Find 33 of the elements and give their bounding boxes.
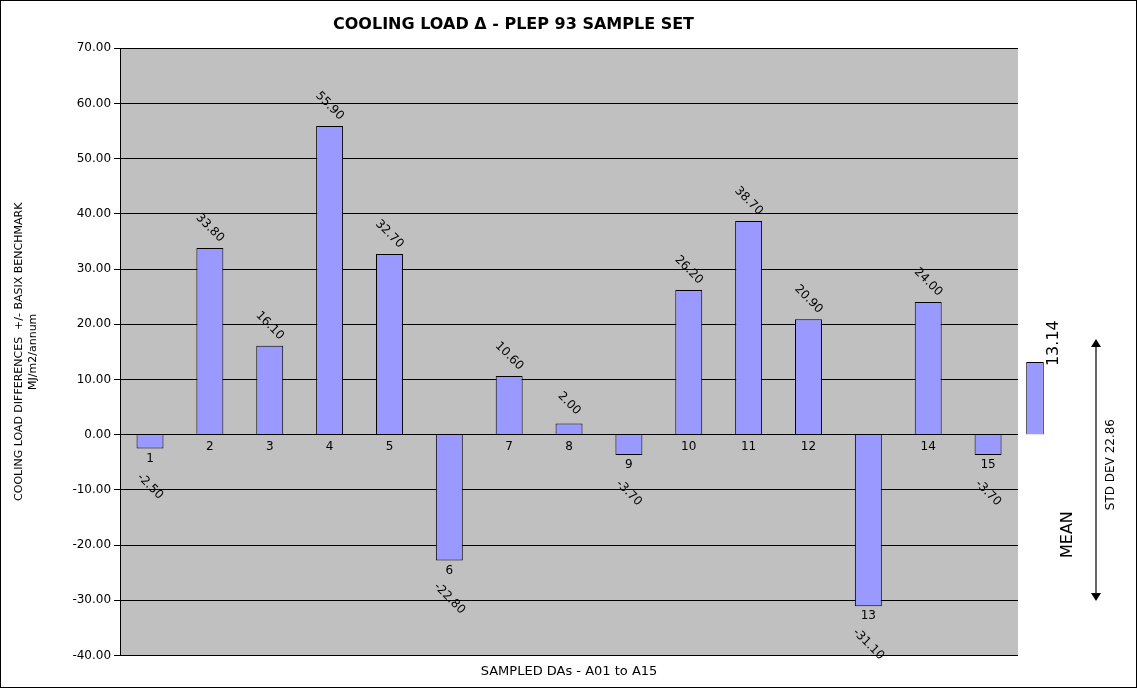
x-tick-label: 5: [385, 438, 394, 453]
x-tick-label: 1: [146, 450, 154, 465]
x-tick-label: 8: [565, 438, 573, 453]
x-axis-title: SAMPLED DAs - A01 to A15: [480, 662, 658, 678]
x-tick-label: 6: [445, 562, 454, 577]
x-tick-label: 13: [860, 608, 876, 623]
data-label: 13.14: [1043, 320, 1063, 367]
text: MEAN: [1057, 511, 1077, 559]
x-tick-label: 10: [681, 438, 697, 453]
x-tick-label: 7: [505, 438, 513, 453]
y-tick-label: -10.00: [72, 481, 112, 496]
x-tick-label: 14: [920, 438, 936, 453]
y-tick-label: -20.00: [72, 537, 112, 552]
x-tick-label: 2: [206, 438, 214, 453]
chart-title: COOLING LOAD Δ - PLEP 93 SAMPLE SET: [333, 13, 695, 33]
y-axis-title: COOLING LOAD DIFFERENCES +/- BASIX BENCHMARK MJ/m2/annum: [12, 201, 39, 501]
y-tick-label: 10.00: [76, 371, 112, 386]
y-tick-label: -30.00: [72, 592, 112, 607]
y-tick-label: -40.00: [72, 647, 112, 662]
y-tick-label: 0.00: [84, 426, 112, 441]
x-tick-label: 15: [980, 457, 996, 472]
y-tick-label: 60.00: [76, 95, 112, 110]
x-tick-label: 12: [800, 438, 817, 453]
text: STD DEV 22.86: [1103, 419, 1118, 511]
x-tick-label: 11: [740, 438, 757, 453]
x-tick-label: 9: [625, 457, 633, 472]
x-tick-label: 4: [325, 438, 334, 453]
y-tick-label: 30.00: [76, 261, 112, 276]
y-tick-label: 20.00: [76, 316, 112, 331]
y-tick-label: 50.00: [76, 150, 112, 165]
x-tick-label: 3: [265, 438, 274, 453]
y-tick-label: 40.00: [76, 205, 112, 220]
y-tick-label: 70.00: [76, 40, 112, 55]
